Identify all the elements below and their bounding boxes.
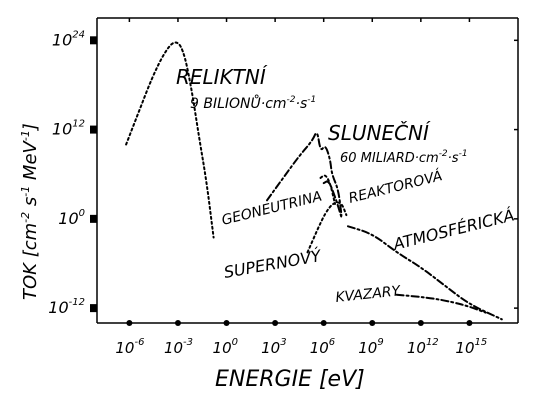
x-tick-label: 10-3: [164, 337, 193, 357]
y-tick-mark: [90, 36, 97, 45]
x-tick-mark: [272, 320, 279, 326]
series-line-kvazary: [395, 293, 487, 314]
y-tick-mark: [90, 304, 97, 313]
y-tick-label: 100: [58, 208, 85, 228]
series-line-geoneutrina: [319, 174, 336, 205]
x-axis-label: ENERGIE [eV]: [215, 367, 365, 392]
y-axis-ticks: 1024 1012 100 10-12: [48, 29, 518, 317]
series-line-reliktni: [125, 41, 215, 239]
series-line-slunecni: [266, 132, 343, 217]
x-tick-mark: [320, 320, 327, 326]
relikt-label: RELIKTNÍ: [176, 65, 268, 89]
x-tick-label: 103: [261, 337, 286, 357]
y-tick-label: 10-12: [48, 297, 85, 317]
super-label: SUPERNOVÝ: [222, 246, 323, 282]
x-tick-label: 109: [358, 337, 383, 357]
y-tick-mark: [90, 214, 97, 223]
plot-frame: [96, 17, 519, 324]
x-tick-mark: [223, 320, 230, 326]
y-axis-label: TOK [cm-2 s-1 MeV-1]: [19, 123, 41, 300]
relikt-sublabel: 9 BILIONŮ·cm-2·s-1: [190, 94, 316, 112]
series-line-atmosfericka: [347, 225, 503, 321]
series-line-supernovy: [306, 201, 348, 254]
x-tick-label: 10-6: [115, 337, 144, 357]
y-tick-label: 1024: [52, 29, 85, 49]
atmos-label: ATMOSFÉRICKÁ: [390, 205, 516, 254]
x-tick-mark: [466, 320, 473, 326]
x-tick-label: 100: [213, 337, 238, 357]
x-tick-label: 1015: [455, 337, 487, 357]
x-tick-label: 106: [310, 337, 335, 357]
x-axis-ticks: 10-6 10-3 100 103 106 109 1012 1015: [115, 18, 487, 357]
x-tick-mark: [417, 320, 424, 326]
slun-label: SLUNEČNÍ: [328, 121, 431, 145]
y-tick-label: 1012: [52, 119, 85, 139]
y-tick-mark: [90, 125, 97, 134]
series-curves: [125, 41, 503, 321]
slun-sublabel: 60 MILIARD·cm-2·s-1: [340, 149, 468, 166]
kvaz-label: KVAZARY: [335, 283, 403, 306]
x-tick-mark: [369, 320, 376, 326]
x-tick-label: 1012: [407, 337, 439, 357]
reaktor-label: REAKTOROVÁ: [347, 167, 444, 207]
x-tick-mark: [126, 320, 133, 326]
x-tick-mark: [174, 320, 181, 326]
